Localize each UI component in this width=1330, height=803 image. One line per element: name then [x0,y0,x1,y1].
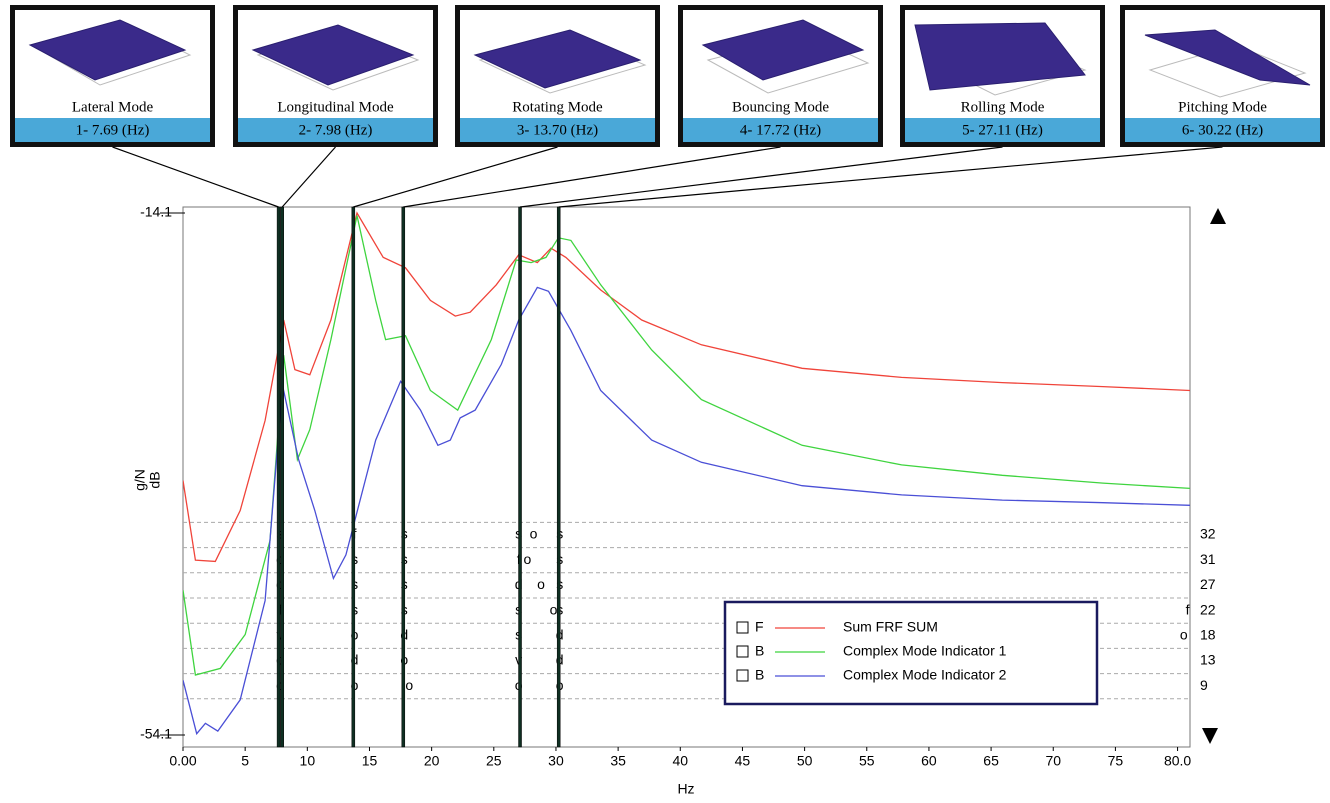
y-tick-label: -14.1 [140,204,172,220]
order-tick-label: 13 [1200,652,1216,668]
x-tick-label: 0.00 [169,753,196,769]
mode-name: Rolling Mode [961,99,1045,115]
order-tick-label: 9 [1200,677,1208,693]
scroll-down[interactable] [1202,728,1218,744]
legend-checkbox[interactable] [737,622,748,633]
mode-line [557,207,560,747]
mode-label: 1- 7.69 (Hz) [76,122,150,138]
x-axis-label: Hz [677,781,694,797]
chart: g/N dB Hz -54.1 -14.1 0.00 5 10 15 20 25 30 35 40 4… [0,0,1330,803]
x-tick-label: 70 [1045,753,1061,769]
x-tick-label: 10 [300,753,316,769]
y-label-line: dB [147,471,163,488]
y-label-line: g/N [132,469,148,491]
x-tick-label: 55 [859,753,875,769]
mode-panel: Rotating Mode 3- 13.70 (Hz) [458,8,658,145]
x-tick-label: 60 [921,753,937,769]
mode-name: Rotating Mode [512,99,603,115]
stability-mark: f [1186,601,1190,617]
series-line [183,213,1190,561]
x-tick-label: 25 [486,753,502,769]
x-tick-label: 30 [548,753,564,769]
order-tick-label: 32 [1200,526,1216,542]
mode-line [519,207,522,747]
mode-connector [113,147,279,207]
mode-panel: Rolling Mode 5- 27.11 (Hz) [903,8,1103,145]
order-tick-label: 18 [1200,627,1216,643]
mode-line [281,207,284,747]
mode-connector [282,147,335,207]
x-tick-label: 20 [424,753,440,769]
legend-label: Complex Mode Indicator 2 [843,667,1007,683]
page: g/N dB Hz -54.1 -14.1 0.00 5 10 15 20 25 30 35 40 4… [0,0,1330,803]
legend-tag: B [755,667,764,683]
mode-line [352,207,355,747]
mode-panel: Bouncing Mode 4- 17.72 (Hz) [681,8,881,145]
x-tick-label: 5 [241,753,249,769]
stability-mark: o [537,576,545,592]
legend-checkbox[interactable] [737,646,748,657]
mode-name: Pitching Mode [1178,99,1267,115]
mode-panel: Lateral Mode 1- 7.69 (Hz) [13,8,213,145]
mode-connector [559,147,1223,207]
mode-label: 3- 13.70 (Hz) [517,122,598,138]
order-tick-label: 22 [1200,601,1216,617]
legend-checkbox[interactable] [737,670,748,681]
scroll-up[interactable] [1210,208,1226,224]
x-tick-label: 80.0 [1164,753,1191,769]
mode-line [277,207,280,747]
mode-connector [353,147,557,207]
y-tick-label: -54.1 [140,726,172,742]
stability-mark: o [530,526,538,542]
y-axis-label: g/N dB [132,469,163,491]
x-tick-label: 75 [1108,753,1124,769]
x-tick-label: 40 [672,753,688,769]
x-tick-label: 35 [610,753,626,769]
mode-label: 5- 27.11 (Hz) [962,122,1043,138]
legend-tag: F [755,619,764,635]
stability-mark: o [405,677,413,693]
mode-name: Lateral Mode [72,99,154,115]
legend-label: Sum FRF SUM [843,619,938,635]
mode-label: 6- 30.22 (Hz) [1182,122,1263,138]
legend: F Sum FRF SUM B Complex Mode Indicator 1 B Co… [725,602,1097,704]
x-tick-label: 45 [735,753,751,769]
legend-tag: B [755,643,764,659]
mode-name: Longitudinal Mode [277,99,394,115]
legend-label: Complex Mode Indicator 1 [843,643,1007,659]
stability-mark: o [1180,627,1188,643]
x-tick-label: 50 [797,753,813,769]
x-tick-label: 65 [983,753,999,769]
mode-label: 2- 7.98 (Hz) [299,122,373,138]
stability-mark: o [523,551,531,567]
order-tick-label: 31 [1200,551,1216,567]
mode-line [402,207,405,747]
mode-panel: Pitching Mode 6- 30.22 (Hz) [1123,8,1323,145]
x-tick-label: 15 [362,753,378,769]
mode-name: Bouncing Mode [732,99,829,115]
mode-label: 4- 17.72 (Hz) [740,122,821,138]
mode-panel: Longitudinal Mode 2- 7.98 (Hz) [236,8,436,145]
order-tick-label: 27 [1200,576,1216,592]
